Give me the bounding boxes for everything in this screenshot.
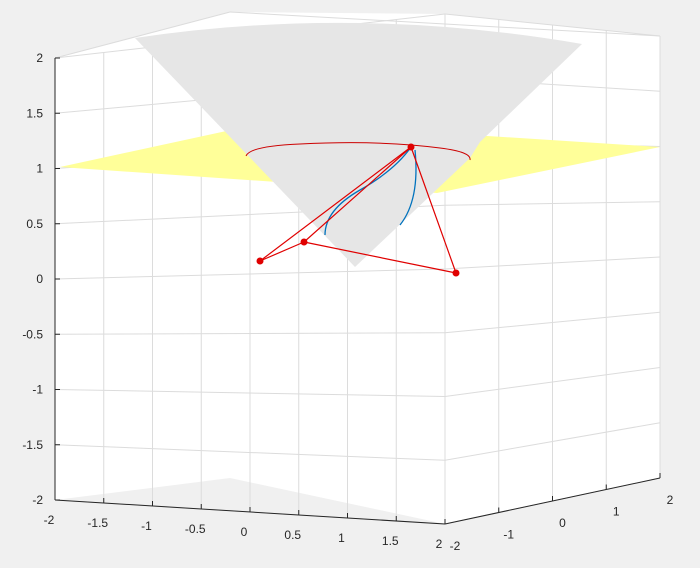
axis-lines bbox=[54, 57, 661, 525]
z-tick-label: -2 bbox=[32, 493, 43, 507]
y-tick-label: 1 bbox=[613, 505, 620, 519]
x-axis-ticks: -2 -1.5 -1 -0.5 0 0.5 1 1.5 2 bbox=[44, 513, 443, 551]
link-segment bbox=[410, 146, 457, 274]
x-tick-label: -1 bbox=[141, 519, 152, 533]
z-tick-label: -0.5 bbox=[22, 327, 43, 341]
link-segment bbox=[259, 146, 412, 262]
x-tick-label: -1.5 bbox=[87, 516, 108, 530]
y-tick-label: 0 bbox=[559, 516, 566, 530]
z-tick-label: 1.5 bbox=[26, 106, 43, 120]
linkage-joints bbox=[256, 143, 460, 277]
x-tick-label: 0.5 bbox=[284, 528, 301, 542]
cone-surface bbox=[135, 22, 582, 267]
joint-point bbox=[452, 269, 460, 277]
x-tick-label: -0.5 bbox=[185, 522, 206, 536]
y-tick-label: -1 bbox=[503, 528, 514, 542]
x-tick-label: 1.5 bbox=[382, 534, 399, 548]
z-axis-ticks: -2 -1.5 -1 -0.5 0 0.5 1 1.5 2 bbox=[22, 51, 43, 507]
z-tick-label: -1 bbox=[32, 383, 43, 397]
x-tick-label: -2 bbox=[44, 513, 55, 527]
circle-curve bbox=[245, 142, 471, 161]
z-tick-label: 0.5 bbox=[26, 217, 43, 231]
box-edge bbox=[229, 11, 661, 37]
joint-point bbox=[407, 143, 415, 151]
y-axis-ticks: -2 -1 0 1 2 bbox=[450, 493, 674, 553]
z-tick-label: 2 bbox=[36, 51, 43, 65]
y-tick-label: -2 bbox=[450, 539, 461, 553]
link-segment bbox=[259, 241, 305, 262]
box-edge bbox=[54, 11, 231, 59]
x-tick-label: 2 bbox=[436, 537, 443, 551]
joint-point bbox=[256, 257, 264, 265]
linkage bbox=[259, 146, 457, 274]
joint-point bbox=[300, 238, 308, 246]
x-tick-label: 0 bbox=[241, 525, 248, 539]
z-tick-label: -1.5 bbox=[22, 438, 43, 452]
z-tick-label: 0 bbox=[36, 272, 43, 286]
y-tick-label: 2 bbox=[667, 493, 674, 507]
z-tick-label: 1 bbox=[36, 162, 43, 176]
link-segment bbox=[303, 241, 457, 274]
link-segment bbox=[303, 146, 412, 243]
x-tick-label: 1 bbox=[338, 531, 345, 545]
